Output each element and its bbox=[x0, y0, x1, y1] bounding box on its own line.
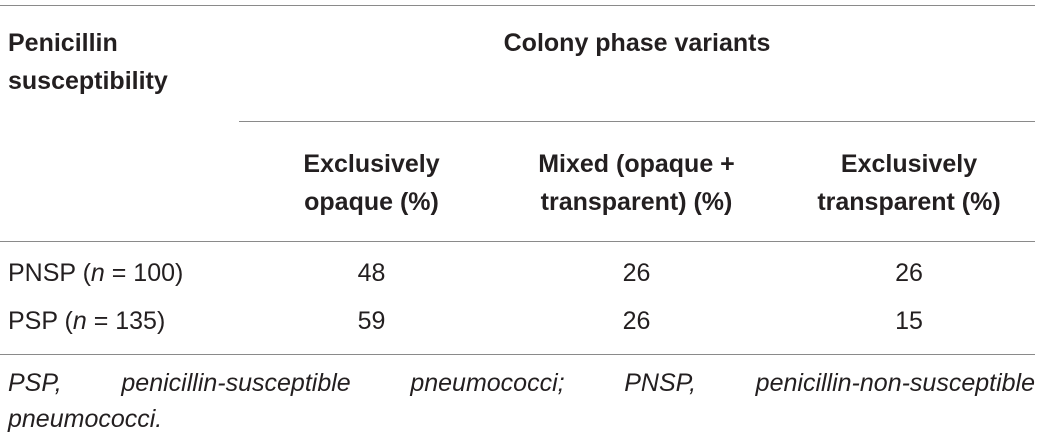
cell-value: 26 bbox=[622, 259, 651, 287]
cell-value: 26 bbox=[622, 307, 651, 335]
row-label-pnsp: PNSP (n = 100) bbox=[8, 256, 183, 290]
footnote-line1: PSP, penicillin-susceptible pneumococci;… bbox=[8, 365, 1035, 401]
row-label-suffix: = 100) bbox=[104, 259, 184, 287]
row-label-prefix: PNSP ( bbox=[8, 259, 91, 287]
footnote-word: pneumococci; bbox=[410, 369, 565, 397]
column-header-line: opaque (%) bbox=[304, 188, 439, 216]
row-header-label: Penicillin susceptibility bbox=[8, 24, 168, 100]
column-header-mixed: Mixed (opaque + transparent) (%) bbox=[504, 145, 769, 221]
table-footnote: PSP, penicillin-susceptible pneumococci;… bbox=[8, 365, 1035, 437]
column-header-line: Mixed (opaque + bbox=[538, 150, 735, 178]
row-label-psp: PSP (n = 135) bbox=[8, 304, 165, 338]
table-top-rule bbox=[0, 5, 1035, 6]
group-header-rule bbox=[239, 121, 1035, 122]
cell-value: 15 bbox=[895, 307, 923, 335]
column-header-line: Exclusively bbox=[303, 150, 440, 178]
column-header-line: Exclusively bbox=[840, 150, 978, 178]
row-header-label-line2: susceptibility bbox=[8, 67, 168, 95]
row-label-variable: n bbox=[72, 307, 87, 335]
footnote-word: penicillin-non-susceptible bbox=[755, 369, 1035, 397]
cell-value: 26 bbox=[895, 259, 923, 287]
row-label-prefix: PSP ( bbox=[8, 307, 73, 335]
column-header-exclusively-opaque: Exclusively opaque (%) bbox=[239, 145, 504, 221]
header-body-rule bbox=[0, 241, 1035, 242]
table-bottom-rule bbox=[0, 354, 1035, 355]
column-header-exclusively-transparent: Exclusively transparent (%) bbox=[769, 145, 1041, 221]
column-header-line: transparent) (%) bbox=[540, 188, 733, 216]
footnote-word: PSP, bbox=[8, 369, 62, 397]
cell-value: 59 bbox=[357, 307, 386, 335]
row-label-variable: n bbox=[90, 259, 105, 287]
footnote-word: PNSP, bbox=[624, 369, 697, 397]
footnote-line2: pneumococci. bbox=[8, 405, 163, 433]
row-label-suffix: = 135) bbox=[86, 307, 166, 335]
cell-value: 48 bbox=[357, 259, 386, 287]
row-header-label-line1: Penicillin bbox=[8, 29, 118, 57]
column-header-line: transparent (%) bbox=[817, 188, 1001, 216]
footnote-word: penicillin-susceptible bbox=[121, 369, 351, 397]
group-header: Colony phase variants bbox=[503, 29, 771, 57]
